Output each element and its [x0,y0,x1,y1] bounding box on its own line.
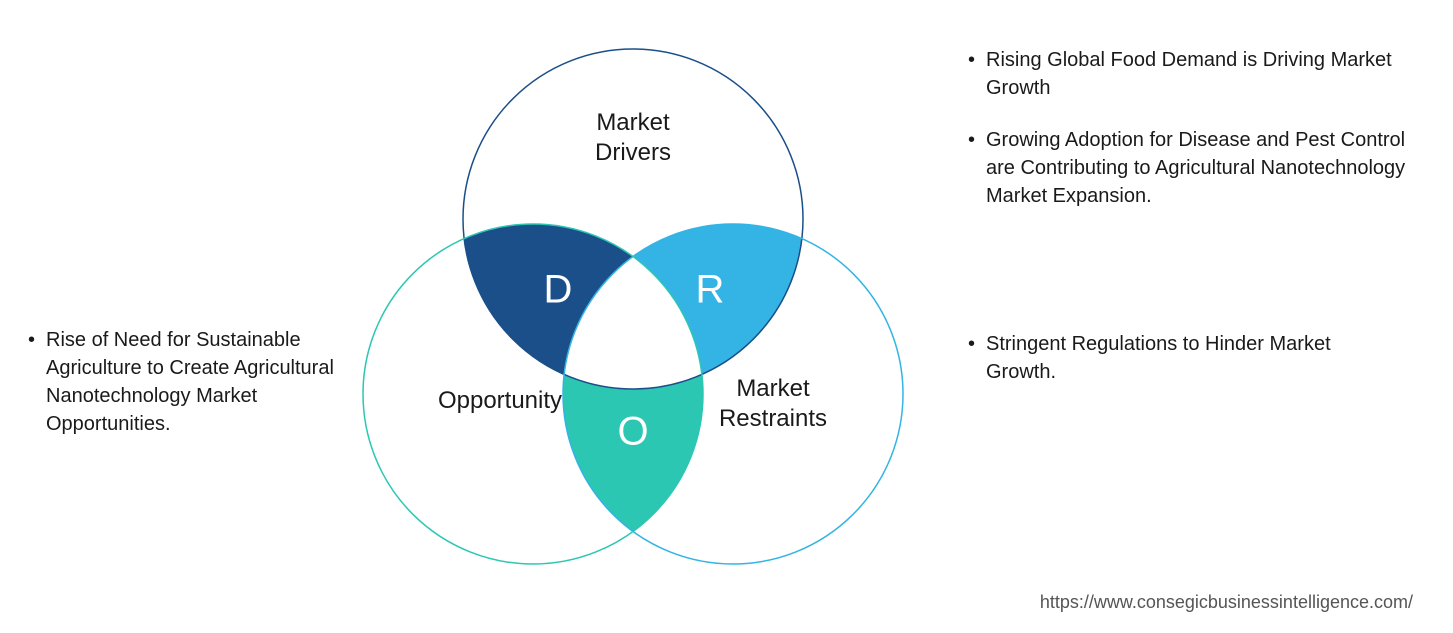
label-drivers-line1: Market [596,109,669,136]
letter-o: O [617,410,648,454]
label-restraints-line2: Restraints [719,405,827,432]
opportunity-bullet-0: Rise of Need for Sustainable Agriculture… [28,326,338,438]
drivers-bullet-1: Growing Adoption for Disease and Pest Co… [968,126,1408,210]
label-market-restraints: Market Restraints [678,374,868,434]
opportunity-bullets: Rise of Need for Sustainable Agriculture… [28,326,338,462]
drivers-bullet-0: Rising Global Food Demand is Driving Mar… [968,46,1408,102]
label-restraints-line1: Market [736,375,809,402]
label-drivers-line2: Drivers [595,139,671,166]
restraints-bullets: Stringent Regulations to Hinder Market G… [968,330,1388,410]
letter-d: D [544,268,573,312]
venn-diagram: D R O Market Drivers Opportunity Market … [348,24,918,594]
restraints-bullet-0: Stringent Regulations to Hinder Market G… [968,330,1388,386]
source-url: https://www.consegicbusinessintelligence… [1040,592,1413,613]
drivers-bullets: Rising Global Food Demand is Driving Mar… [968,46,1408,234]
diagram-container: D R O Market Drivers Opportunity Market … [0,0,1453,633]
label-market-drivers: Market Drivers [533,108,733,168]
label-opportunity: Opportunity [410,386,590,416]
letter-r: R [696,268,725,312]
